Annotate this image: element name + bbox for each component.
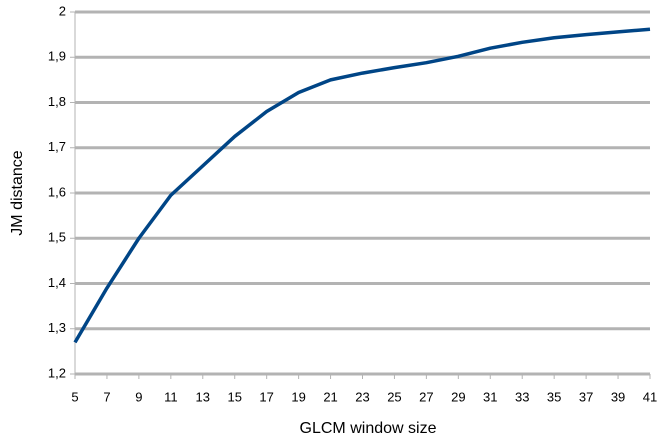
x-tick-label: 9 <box>135 389 142 404</box>
y-tick-label: 1,8 <box>48 94 66 109</box>
y-tick-label: 1,6 <box>48 184 66 199</box>
y-tick-label: 1,9 <box>48 49 66 64</box>
x-tick-label: 25 <box>387 389 401 404</box>
y-tick-label: 2 <box>59 3 66 18</box>
y-tick-label: 1,7 <box>48 139 66 154</box>
x-tick-label: 11 <box>164 389 178 404</box>
x-tick-label: 7 <box>103 389 110 404</box>
x-tick-label: 39 <box>611 389 625 404</box>
y-tick-label: 1,4 <box>48 275 66 290</box>
x-tick-label: 29 <box>451 389 465 404</box>
x-tick-label: 17 <box>259 389 273 404</box>
y-axis-title: JM distance <box>9 150 26 235</box>
x-tick-label: 5 <box>71 389 78 404</box>
x-tick-label: 33 <box>515 389 529 404</box>
x-tick-label: 21 <box>323 389 337 404</box>
x-tick-label: 23 <box>355 389 369 404</box>
data-line <box>73 27 651 344</box>
x-tick-label: 37 <box>579 389 593 404</box>
x-axis-title: GLCM window size <box>300 420 437 437</box>
x-tick-label: 15 <box>227 389 241 404</box>
x-tick-label: 27 <box>419 389 433 404</box>
x-tick-label: 41 <box>643 389 657 404</box>
x-tick-label: 19 <box>291 389 305 404</box>
y-tick-label: 1,5 <box>48 230 66 245</box>
x-tick-label: 13 <box>196 389 210 404</box>
y-tick-label: 1,2 <box>48 365 66 380</box>
y-tick-label: 1,3 <box>48 320 66 335</box>
x-tick-label: 31 <box>483 389 497 404</box>
x-tick-label: 35 <box>547 389 561 404</box>
